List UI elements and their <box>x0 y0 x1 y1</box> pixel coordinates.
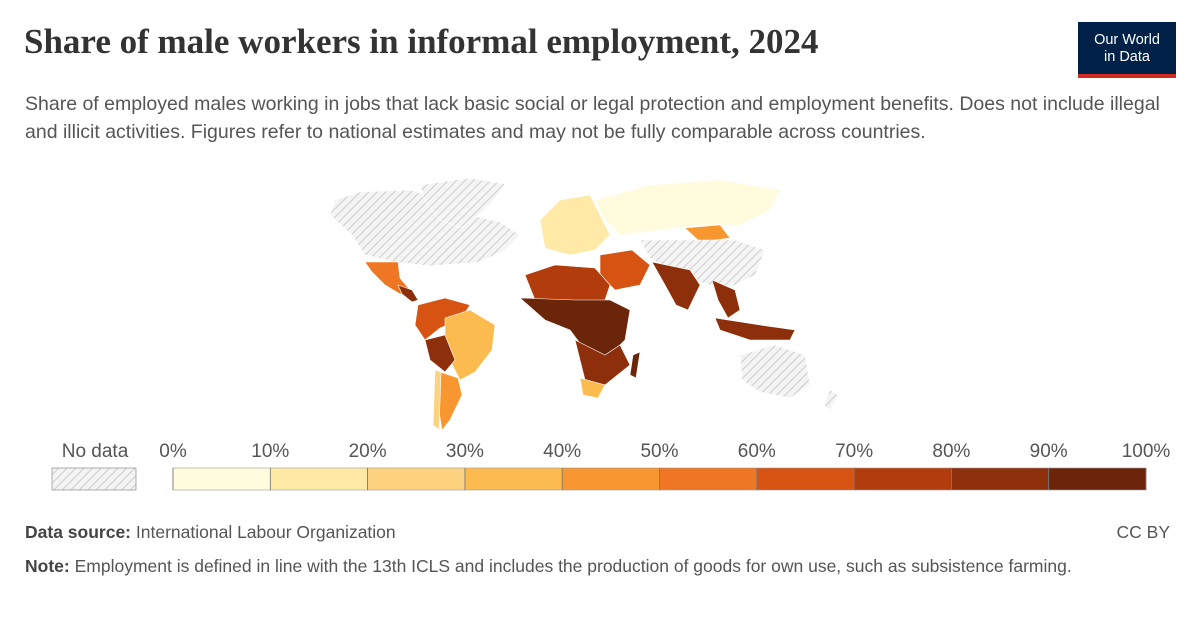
region-central-america <box>397 284 419 303</box>
legend-tick-label: 70% <box>835 441 873 462</box>
legend-bin <box>1048 467 1147 491</box>
region-north-america <box>329 189 521 267</box>
legend: No data 0% 10% 20% 30% 40% 50% 60% 70% 80% 90% 100… <box>51 441 1171 491</box>
legend-tick-label: 30% <box>446 441 484 462</box>
chart-subtitle: Share of employed males working in jobs … <box>25 93 1160 143</box>
note-label: Note: <box>25 556 70 576</box>
legend-bin <box>561 467 660 491</box>
region-brazil <box>444 309 496 381</box>
region-new-zealand <box>823 389 839 411</box>
logo[interactable]: Our World in Data <box>1078 22 1176 78</box>
license[interactable]: CC BY <box>1116 522 1170 542</box>
no-data-label: No data <box>62 441 129 462</box>
legend-tick-label: 80% <box>932 441 970 462</box>
legend-tick-label: 0% <box>159 441 187 462</box>
legend-tick-label: 100% <box>1122 441 1171 462</box>
region-southern-cone <box>437 371 463 431</box>
source-text: International Labour Organization <box>135 522 396 542</box>
legend-bin <box>853 467 952 491</box>
region-central-asia <box>684 224 731 243</box>
map <box>329 177 839 431</box>
source: Data source: International Labour Organi… <box>25 522 396 543</box>
legend-tick-label: 40% <box>543 441 581 462</box>
legend-bin <box>951 467 1050 491</box>
region-southeast-asia <box>711 279 741 319</box>
region-india <box>651 261 701 311</box>
logo-line: in Data <box>1104 49 1150 65</box>
legend-tick-label: 10% <box>251 441 289 462</box>
region-madagascar <box>629 351 641 379</box>
region-europe <box>539 194 611 256</box>
region-russia <box>594 179 781 236</box>
note: Note: Employment is defined in line with… <box>25 554 1105 579</box>
note-text: Employment is defined in line with the 1… <box>74 556 1072 576</box>
logo-line: Our World <box>1094 32 1160 48</box>
chart-title: Share of male workers in informal employ… <box>24 22 819 61</box>
legend-bin <box>464 467 563 491</box>
no-data-swatch <box>51 467 137 491</box>
legend-tick-label: 50% <box>640 441 678 462</box>
region-greenland <box>419 177 506 229</box>
legend-tick-label: 90% <box>1030 441 1068 462</box>
legend-bin <box>172 467 271 491</box>
legend-tick-label: 20% <box>349 441 387 462</box>
legend-bin <box>367 467 466 491</box>
region-south-africa <box>579 377 606 399</box>
region-indonesia <box>714 317 796 341</box>
legend-bin <box>756 467 855 491</box>
region-chile <box>432 369 442 431</box>
legend-bin <box>269 467 368 491</box>
region-australia <box>739 344 811 399</box>
source-label: Data source: <box>25 522 132 542</box>
legend-bin <box>659 467 758 491</box>
legend-tick-label: 60% <box>738 441 776 462</box>
region-peru-bolivia <box>424 334 456 373</box>
